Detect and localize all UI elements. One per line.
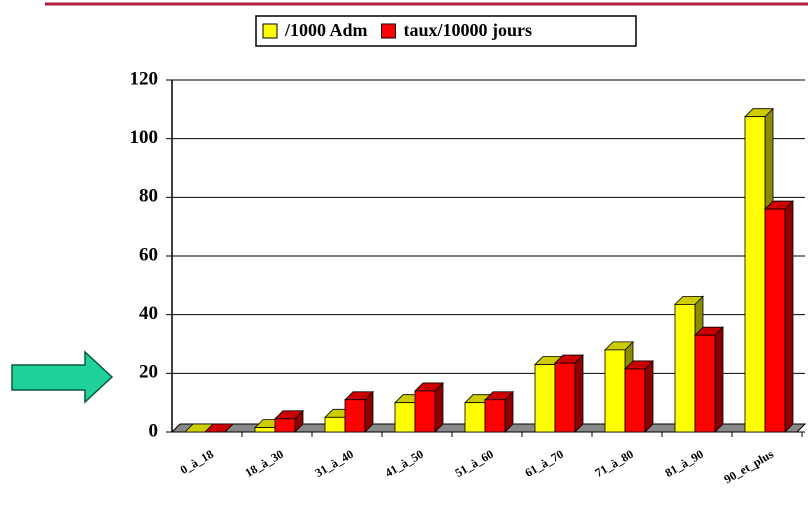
bar <box>554 362 576 433</box>
x-tick-label: 90_et_plus <box>722 447 777 487</box>
bar <box>604 349 626 433</box>
bar <box>414 390 436 433</box>
y-tick-label: 80 <box>139 186 158 207</box>
legend-label: taux/10000 jours <box>404 20 533 40</box>
bar <box>254 427 276 433</box>
arrow <box>11 350 114 404</box>
bar <box>394 402 416 433</box>
bar-side <box>784 200 794 433</box>
y-tick-label: 40 <box>139 303 158 324</box>
bar <box>534 364 556 433</box>
x-tick-label: 18_à_30 <box>243 447 286 480</box>
x-tick-label: 61_à_70 <box>523 447 566 480</box>
bar <box>344 399 366 433</box>
y-tick-label: 20 <box>139 362 158 383</box>
bar-side <box>574 354 584 433</box>
legend-swatch <box>262 23 278 39</box>
y-tick-label: 120 <box>130 68 159 89</box>
legend-label: /1000 Adm <box>284 20 368 40</box>
legend-swatch <box>381 23 397 39</box>
x-tick-label: 41_à_50 <box>383 447 426 480</box>
bar <box>464 402 486 433</box>
bar-top <box>204 423 234 433</box>
x-tick-label: 51_à_60 <box>453 447 496 480</box>
bar <box>624 368 646 433</box>
bar <box>484 399 506 433</box>
x-tick-label: 0_à_18 <box>178 447 216 477</box>
bar <box>324 416 346 433</box>
y-tick-label: 60 <box>139 244 158 265</box>
legend-box <box>255 15 637 47</box>
bar <box>744 116 766 433</box>
y-tick-label: 100 <box>130 127 159 148</box>
x-tick-label: 71_à_80 <box>593 447 636 480</box>
bar <box>694 334 716 433</box>
bar-side <box>714 326 724 433</box>
bar <box>764 208 786 433</box>
y-tick-label: 0 <box>149 420 159 441</box>
x-tick-label: 81_à_90 <box>663 447 706 480</box>
bar-side <box>644 359 654 433</box>
bar <box>274 418 296 433</box>
bar <box>674 303 696 433</box>
x-tick-label: 31_à_40 <box>313 447 356 480</box>
